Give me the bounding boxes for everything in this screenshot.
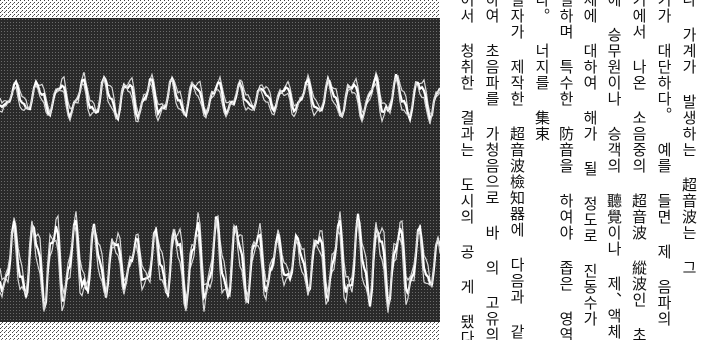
bottom-light-margin [0,322,440,340]
text-column-9: 하여 초음파를 가청음으로 바 의 고유의 [483,0,500,340]
text-column-8: 필자가 제작한 超音波檢知器에 다음과 같 [508,0,525,340]
text-column-4: 에 승무원이나 승객의 聽覺이나 제、액체및 [605,0,622,340]
text-column-10: 어서 청취한 결과는 도시의 공 게 됐다。 音壓에 의 [458,0,475,340]
text-column-3: 기에서 나온 소음중의 超音波 縱波인 초음 [630,0,647,340]
text-column-6: 틸하며 특수한 防音을 하여야 좁은 영역에 [557,0,574,340]
text-column-7: 다。 너지를 集束 [533,0,550,142]
text-column-5: 체에 대하여 해가 될 정도로 진동수가 크 [581,0,598,340]
oscillogram-image [0,0,440,340]
waveform-line [0,76,440,125]
text-column-2: 기가 대단하다。 예를 들면 제 음파의 길 [655,0,672,340]
top-light-margin [0,0,440,18]
lower-waveform-trace [0,211,440,313]
upper-waveform-trace [0,70,440,125]
waveform-line [0,218,440,313]
text-column-1: 나 가계가 발생하는 超音波는 그 [680,0,697,276]
oscillogram-figure [0,0,440,340]
article-text: 나 가계가 발생하는 超音波는 그 기가 대단하다。 예를 들면 제 음파의 길… [444,0,708,340]
